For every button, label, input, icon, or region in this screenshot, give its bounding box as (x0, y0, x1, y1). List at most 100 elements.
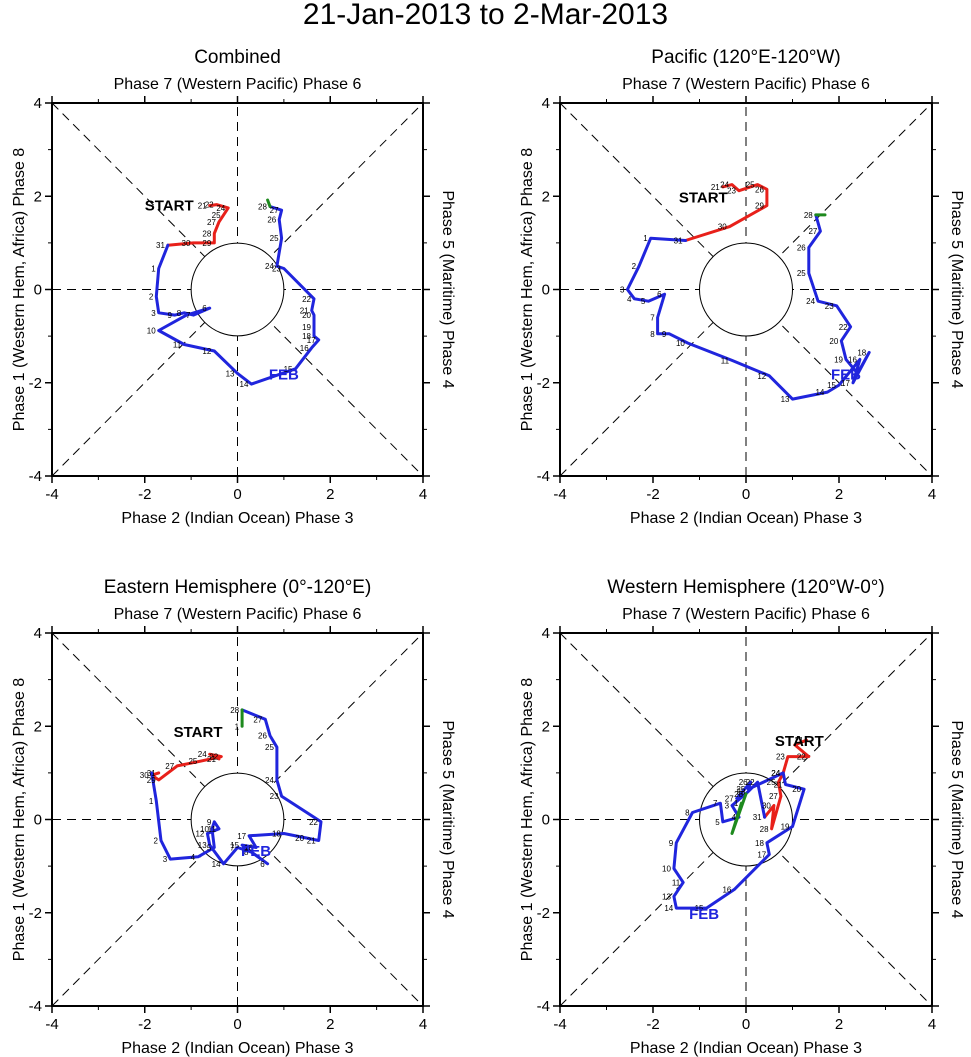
x-tick-label: 2 (835, 1016, 843, 1033)
day-label: 1 (149, 797, 154, 806)
day-label: 17 (757, 850, 766, 859)
day-label: 27 (165, 762, 174, 771)
day-label: 3 (725, 802, 730, 811)
top-axis-label: Phase 7 (Western Pacific) Phase 6 (114, 76, 362, 93)
day-label: 20 (295, 834, 304, 843)
top-axis-label: Phase 7 (Western Pacific) Phase 6 (114, 606, 362, 623)
day-label: 15 (827, 381, 836, 390)
day-label: 21 (207, 755, 216, 764)
day-label: 22 (797, 753, 806, 762)
day-label: 28 (230, 706, 239, 715)
day-label: 31 (147, 769, 156, 778)
day-label: 29 (202, 239, 211, 248)
day-label: 16 (722, 885, 731, 894)
day-label: 22 (746, 778, 755, 787)
day-label: 25 (188, 757, 197, 766)
day-label: 7 (713, 799, 718, 808)
x-tick-label: -2 (646, 1016, 659, 1033)
y-tick-label: -4 (537, 998, 550, 1015)
day-label: 7 (650, 313, 655, 322)
day-label: 6 (202, 304, 207, 313)
day-label: 12 (195, 829, 204, 838)
day-label: 22 (839, 323, 848, 332)
figure-title: 21-Jan-2013 to 2-Mar-2013 (302, 0, 669, 31)
day-label: 24 (265, 262, 274, 271)
day-label: 11 (721, 356, 730, 365)
y-tick-label: 0 (34, 812, 42, 829)
series-line-january (166, 203, 230, 247)
day-label: 20 (792, 785, 801, 794)
day-label: 21 (774, 781, 783, 790)
x-tick-label: 4 (928, 486, 936, 503)
day-label: 23 (727, 187, 736, 196)
day-label: 30 (182, 239, 191, 248)
day-label: 10 (147, 327, 156, 336)
right-axis-label: Phase 5 (Maritime) Phase 4 (439, 190, 456, 388)
day-label: 24 (216, 204, 225, 213)
y-tick-label: 0 (542, 812, 550, 829)
y-tick-label: 0 (34, 282, 42, 299)
day-label: 26 (739, 778, 748, 787)
series-line-march (730, 792, 748, 835)
day-label: 26 (258, 732, 267, 741)
day-label: 28 (258, 203, 267, 212)
day-label: 28 (804, 211, 813, 220)
series-line-february (154, 205, 321, 386)
top-axis-label: Phase 7 (Western Pacific) Phase 6 (622, 76, 870, 93)
day-label: 23 (825, 302, 834, 311)
series-line-january (763, 738, 811, 831)
day-label: 17 (307, 336, 316, 345)
day-label: 30 (718, 223, 727, 232)
day-label: 16 (848, 355, 857, 364)
day-label: 31 (156, 241, 165, 250)
x-tick-label: 2 (835, 486, 843, 503)
day-label: 29 (755, 202, 764, 211)
month-label: FEB (269, 366, 299, 383)
day-label: 26 (267, 216, 276, 225)
month-label: FEB (689, 906, 719, 923)
day-label: 22 (209, 753, 218, 762)
day-label: 30 (762, 802, 771, 811)
panel-title: Pacific (120°E-120°W) (651, 47, 840, 68)
day-label: 12 (202, 347, 211, 356)
bottom-axis-label: Phase 2 (Indian Ocean) Phase 3 (121, 1040, 353, 1057)
day-label: 19 (302, 323, 311, 332)
x-tick-label: 2 (326, 1016, 334, 1033)
day-label: 26 (755, 185, 764, 194)
day-label: 24 (806, 297, 815, 306)
day-label: 8 (244, 848, 249, 857)
day-label: 14 (212, 860, 221, 869)
y-tick-label: -2 (29, 375, 42, 392)
day-label: 4 (191, 853, 196, 862)
day-label: 15 (230, 841, 239, 850)
start-label: START (145, 198, 194, 215)
series-line-march (266, 198, 272, 208)
left-axis-label: Phase 1 (Western Hem, Africa) Phase 8 (11, 678, 28, 961)
day-label: 9 (669, 839, 674, 848)
day-label: 24 (771, 769, 780, 778)
x-tick-label: -4 (553, 486, 566, 503)
day-label: 28 (760, 825, 769, 834)
day-label: 22 (302, 295, 311, 304)
day-label: 21 (198, 202, 207, 211)
y-tick-label: -4 (29, 468, 42, 485)
day-label: 13 (226, 369, 235, 378)
day-label: 18 (302, 332, 311, 341)
day-label: 17 (237, 832, 246, 841)
day-label: 3 (151, 309, 156, 318)
y-tick-label: 0 (542, 282, 550, 299)
series-line-january (684, 183, 769, 242)
day-label: 24 (720, 181, 729, 190)
day-label: 31 (674, 237, 683, 246)
day-label: 28 (734, 790, 743, 799)
series-line-february (150, 708, 323, 866)
day-label: 18 (755, 839, 764, 848)
panel-title: Western Hemisphere (120°W-0°) (607, 577, 884, 598)
day-label: 21 (300, 306, 309, 315)
day-label: 24 (265, 776, 274, 785)
day-label: 9 (167, 311, 172, 320)
bottom-axis-label: Phase 2 (Indian Ocean) Phase 3 (121, 510, 353, 527)
x-tick-label: -4 (553, 1016, 566, 1033)
day-label: 25 (270, 234, 279, 243)
day-label: 2 (632, 262, 637, 271)
